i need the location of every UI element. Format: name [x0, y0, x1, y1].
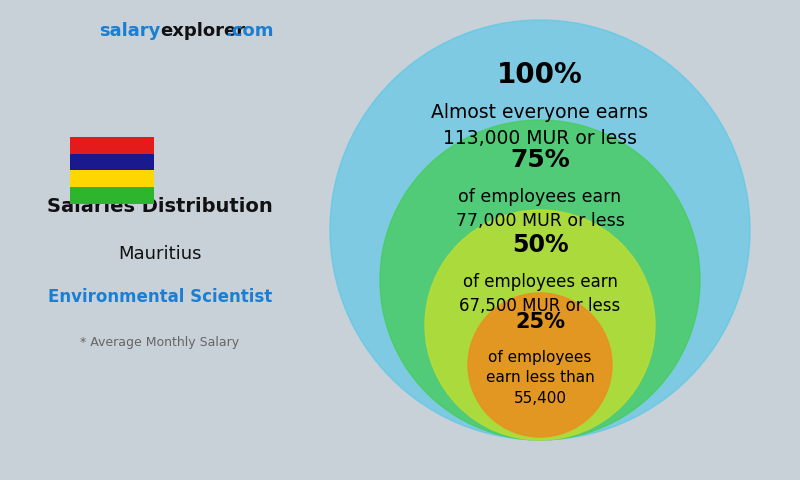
Text: 50%: 50%: [512, 233, 568, 257]
Text: 75%: 75%: [510, 148, 570, 172]
Text: of employees
earn less than
55,400: of employees earn less than 55,400: [486, 350, 594, 406]
FancyBboxPatch shape: [70, 187, 154, 204]
Circle shape: [380, 120, 700, 440]
FancyBboxPatch shape: [70, 137, 154, 154]
Circle shape: [468, 293, 612, 437]
Text: * Average Monthly Salary: * Average Monthly Salary: [81, 336, 239, 349]
Text: Salaries Distribution: Salaries Distribution: [47, 197, 273, 216]
Text: Environmental Scientist: Environmental Scientist: [48, 288, 272, 306]
Text: explorer: explorer: [160, 22, 245, 40]
Text: of employees earn
67,500 MUR or less: of employees earn 67,500 MUR or less: [459, 273, 621, 315]
Text: salary: salary: [98, 22, 160, 40]
Text: 100%: 100%: [497, 61, 583, 89]
Text: Mauritius: Mauritius: [118, 245, 202, 263]
FancyBboxPatch shape: [70, 154, 154, 170]
FancyBboxPatch shape: [70, 170, 154, 187]
Text: Almost everyone earns
113,000 MUR or less: Almost everyone earns 113,000 MUR or les…: [431, 103, 649, 148]
Circle shape: [330, 20, 750, 440]
Text: 25%: 25%: [515, 312, 565, 332]
Text: of employees earn
77,000 MUR or less: of employees earn 77,000 MUR or less: [455, 188, 625, 230]
Text: .com: .com: [226, 22, 274, 40]
Circle shape: [425, 210, 655, 440]
